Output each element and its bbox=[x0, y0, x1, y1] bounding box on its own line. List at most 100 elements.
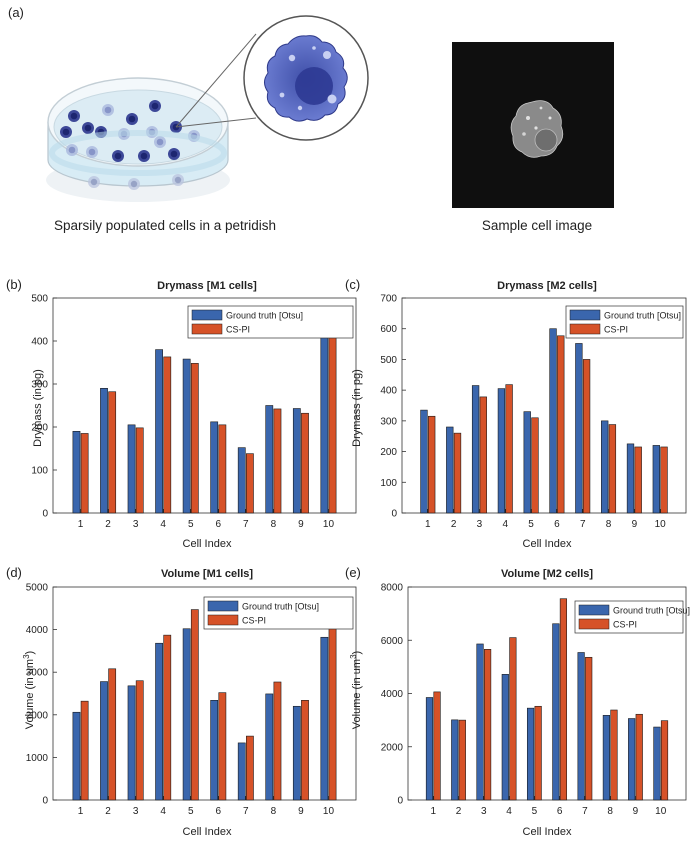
bar-ground-truth bbox=[182, 358, 191, 514]
dish-cell-nucleus-icon bbox=[140, 152, 148, 160]
bar-ground-truth bbox=[425, 697, 434, 801]
bar-cs-pi bbox=[246, 735, 254, 801]
dish-cell-nucleus-icon bbox=[70, 112, 78, 120]
dish-cell-nucleus-icon bbox=[174, 176, 182, 184]
bar-cs-pi bbox=[108, 391, 117, 514]
legend: Ground truth [Otsu] CS-PI bbox=[565, 305, 684, 339]
x-tick-label: 5 bbox=[528, 519, 534, 530]
bar-ground-truth bbox=[577, 652, 585, 801]
y-tick-label: 100 bbox=[31, 466, 48, 477]
y-tick-label: 0 bbox=[42, 796, 48, 807]
sample-cell-image bbox=[452, 42, 614, 208]
bar-ground-truth bbox=[451, 719, 459, 801]
bar-ground-truth bbox=[471, 385, 480, 514]
x-tick-label: 4 bbox=[506, 806, 512, 817]
bar-cs-pi bbox=[273, 408, 282, 514]
microscope-speck-icon bbox=[522, 132, 526, 136]
y-axis-label: Volume (in um3) bbox=[349, 651, 364, 729]
y-tick-label: 0 bbox=[391, 509, 397, 520]
x-tick-label: 3 bbox=[477, 519, 483, 530]
y-tick-label: 700 bbox=[380, 294, 397, 305]
bar-ground-truth bbox=[210, 700, 219, 801]
x-tick-label: 10 bbox=[323, 806, 335, 817]
legend-swatch-cs-pi bbox=[207, 614, 239, 626]
x-tick-label: 4 bbox=[160, 806, 166, 817]
x-tick-label: 2 bbox=[105, 519, 111, 530]
y-tick-label: 1000 bbox=[26, 753, 49, 764]
bar-cs-pi bbox=[559, 598, 568, 801]
bar-ground-truth bbox=[320, 325, 329, 514]
microscope-speck-icon bbox=[539, 106, 543, 110]
bar-cs-pi bbox=[328, 332, 337, 514]
caption-sample-image: Sample cell image bbox=[482, 218, 592, 233]
x-tick-label: 7 bbox=[580, 519, 586, 530]
caption-petridish: Sparsily populated cells in a petridish bbox=[54, 218, 276, 233]
x-tick-label: 4 bbox=[502, 519, 508, 530]
bar-cs-pi bbox=[582, 359, 591, 514]
y-tick-label: 3000 bbox=[26, 668, 49, 679]
chart-c: (c) Drymass [M2 cells] Cell Index Drymas… bbox=[345, 277, 687, 550]
y-tick-label: 400 bbox=[31, 337, 48, 348]
bar-ground-truth bbox=[210, 421, 219, 514]
vesicle-icon bbox=[323, 51, 331, 59]
bar-cs-pi bbox=[433, 691, 441, 801]
bar-cs-pi bbox=[505, 384, 513, 514]
y-tick-label: 0 bbox=[42, 509, 48, 520]
legend-label-ground-truth: Ground truth [Otsu] bbox=[242, 602, 319, 612]
y-tick-label: 2000 bbox=[381, 742, 404, 753]
x-tick-label: 7 bbox=[243, 806, 249, 817]
legend-swatch-ground-truth bbox=[191, 309, 223, 321]
bar-ground-truth bbox=[237, 447, 246, 514]
x-axis-label: Cell Index bbox=[183, 826, 232, 838]
bar-cs-pi bbox=[301, 700, 309, 801]
dish-cell-nucleus-icon bbox=[130, 180, 138, 188]
chart-title: Volume [M1 cells] bbox=[161, 568, 253, 580]
y-tick-label: 200 bbox=[380, 447, 397, 458]
chart-b: (b) Drymass [M1 cells] Cell Index Drymas… bbox=[6, 277, 357, 550]
y-axis-label-base: Volume (in um bbox=[24, 659, 36, 729]
bar-cs-pi bbox=[135, 427, 144, 514]
bar-ground-truth bbox=[446, 426, 454, 514]
x-tick-label: 5 bbox=[188, 519, 194, 530]
chart-title: Drymass [M1 cells] bbox=[157, 280, 257, 292]
bar-cs-pi bbox=[610, 709, 618, 801]
bar-cs-pi bbox=[660, 446, 668, 514]
dish-inner-rim bbox=[53, 89, 223, 165]
bar-ground-truth bbox=[127, 685, 136, 801]
x-tick-label: 3 bbox=[133, 806, 139, 817]
y-axis-label-base: Volume (in um bbox=[351, 659, 363, 729]
x-tick-label: 6 bbox=[215, 519, 221, 530]
legend-swatch-cs-pi bbox=[569, 323, 601, 335]
zoom-line-top bbox=[175, 33, 257, 128]
dish-cell-nucleus-icon bbox=[170, 150, 178, 158]
bar-cs-pi bbox=[246, 453, 254, 514]
bar-ground-truth bbox=[575, 343, 583, 514]
dish-cell-nucleus-icon bbox=[128, 115, 136, 123]
bar-ground-truth bbox=[100, 387, 108, 514]
vesicle-icon bbox=[312, 46, 316, 50]
bar-cs-pi bbox=[453, 432, 462, 514]
y-axis-label-end: ) bbox=[24, 651, 36, 655]
legend-swatch-ground-truth bbox=[207, 600, 239, 612]
bar-cs-pi bbox=[80, 433, 89, 514]
y-axis-label-sup: 3 bbox=[349, 654, 358, 659]
x-tick-label: 4 bbox=[160, 519, 166, 530]
bar-ground-truth bbox=[526, 707, 535, 801]
bar-ground-truth bbox=[653, 726, 661, 801]
dish-cell-nucleus-icon bbox=[84, 124, 92, 132]
microscope-speck-icon bbox=[526, 116, 530, 120]
panel-a: (a) bbox=[8, 5, 614, 233]
bar-ground-truth bbox=[628, 718, 636, 801]
bar-cs-pi bbox=[509, 637, 517, 801]
legend-label-cs-pi: CS-PI bbox=[242, 616, 266, 626]
y-tick-label: 2000 bbox=[26, 710, 49, 721]
bar-ground-truth bbox=[182, 628, 191, 801]
chart-d: (d) Volume [M1 cells] Cell Index Volume … bbox=[6, 565, 357, 838]
y-tick-label: 600 bbox=[380, 324, 397, 335]
x-tick-label: 7 bbox=[582, 806, 588, 817]
y-tick-label: 300 bbox=[31, 380, 48, 391]
legend-swatch-ground-truth bbox=[569, 309, 601, 321]
legend-swatch-ground-truth bbox=[578, 604, 610, 616]
x-tick-label: 1 bbox=[78, 519, 84, 530]
